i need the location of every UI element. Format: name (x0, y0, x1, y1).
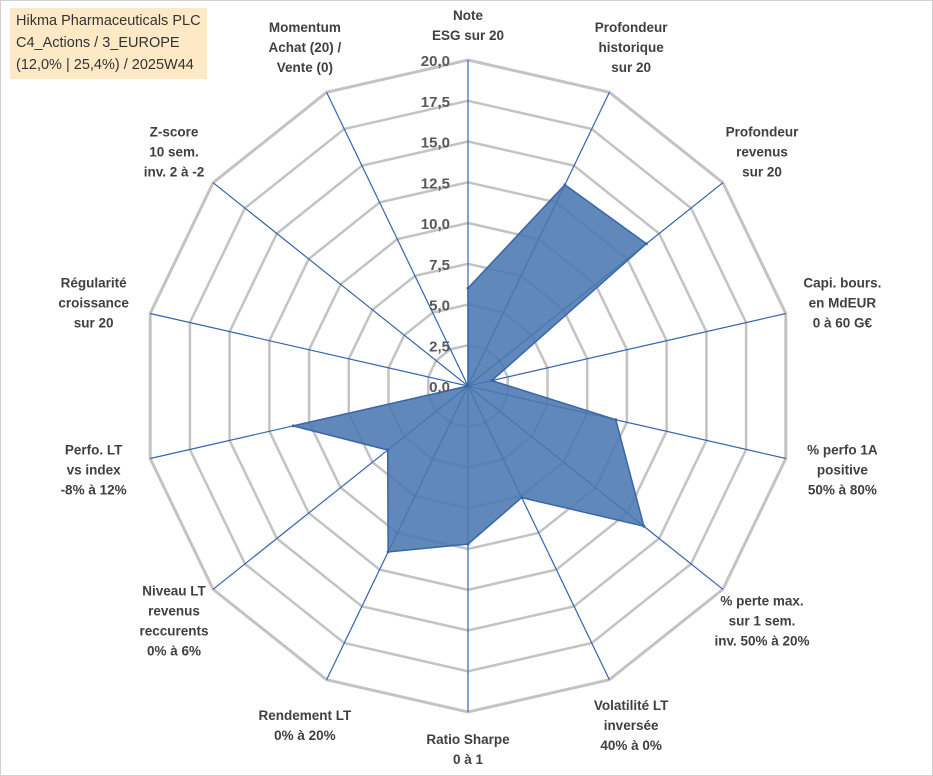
axis-spoke-3 (467, 312, 786, 387)
axis-label-11-line-2: sur 20 (74, 315, 114, 330)
axis-label-3-line-2: 0 à 60 G€ (813, 315, 873, 330)
data-point-6 (520, 496, 524, 500)
tick-label-8: 20,0 (421, 53, 450, 70)
info-title: Hikma Pharmaceuticals PLC (16, 13, 201, 29)
axis-label-6-line-1: inversée (604, 718, 659, 733)
axis-label-7-line-0: Ratio Sharpe (426, 732, 510, 747)
axis-label-5-line-2: inv. 50% à 20% (714, 633, 809, 648)
axis-label-11-line-0: Régularité (61, 275, 128, 290)
axis-label-4-line-2: 50% à 80% (808, 483, 877, 498)
axis-label-4: % perfo 1A positive 50% à 80% (807, 443, 878, 498)
data-point-7 (466, 542, 470, 546)
data-point-8 (386, 550, 390, 554)
axis-label-0: Note ESG sur 20 (432, 8, 504, 43)
axis-label-5: % perte max. sur 1 sem. inv. 50% à 20% (714, 593, 809, 648)
info-category: C4_Actions / 3_EUROPE (16, 35, 180, 51)
tick-label-7: 17,5 (421, 94, 450, 111)
axis-label-3-line-1: en MdEUR (809, 295, 877, 310)
axis-label-6-line-2: 40% à 0% (600, 738, 662, 753)
axis-label-13-line-1: Achat (20) / (269, 40, 342, 55)
data-point-5 (642, 524, 646, 528)
axis-label-2-line-0: Profondeur (726, 125, 799, 140)
axis-label-4-line-1: positive (817, 463, 869, 478)
axis-label-6-line-0: Volatilité LT (594, 698, 669, 713)
axis-label-0-line-1: ESG sur 20 (432, 28, 504, 43)
axis-label-13-line-0: Momentum (269, 20, 341, 35)
axis-label-1-line-2: sur 20 (611, 60, 651, 75)
axis-label-12-line-0: Z-score (150, 125, 199, 140)
axis-label-9-line-3: 0% à 6% (147, 643, 201, 658)
axis-label-8-line-0: Rendement LT (259, 708, 353, 723)
axis-label-10-line-2: -8% à 12% (61, 483, 127, 498)
axis-label-5-line-0: % perte max. (720, 593, 803, 608)
axis-label-9-line-0: Niveau LT (142, 583, 206, 598)
axis-label-6: Volatilité LT inversée 40% à 0% (594, 698, 669, 753)
axis-label-12-line-2: inv. 2 à -2 (144, 165, 205, 180)
axis-label-2-line-1: revenus (736, 145, 788, 160)
tick-label-4: 10,0 (421, 216, 450, 233)
axis-label-2: Profondeur revenus sur 20 (726, 125, 799, 180)
data-point-13 (466, 384, 470, 388)
data-point-4 (614, 418, 618, 422)
data-point-0 (466, 286, 470, 290)
axis-label-5-line-1: sur 1 sem. (729, 613, 796, 628)
axis-spoke-12 (212, 182, 469, 387)
tick-label-1: 2,5 (429, 338, 450, 355)
tick-label-0: 0,0 (429, 379, 450, 396)
data-series (291, 183, 648, 554)
axis-labels: Note ESG sur 20 Profondeur historique sur 20… (58, 8, 881, 767)
axis-label-1-line-0: Profondeur (595, 20, 668, 35)
axis-label-3: Capi. bours. en MdEUR 0 à 60 G€ (803, 275, 881, 330)
axis-label-10-line-0: Perfo. LT (65, 443, 123, 458)
axis-label-8-line-1: 0% à 20% (274, 728, 336, 743)
axis-label-1-line-1: historique (598, 40, 664, 55)
axis-label-11-line-1: croissance (58, 295, 129, 310)
axis-label-7-line-1: 0 à 1 (453, 752, 484, 767)
axis-label-9: Niveau LT revenus reccurents 0% à 6% (139, 583, 208, 658)
axis-label-2-line-2: sur 20 (742, 165, 782, 180)
series-area (293, 183, 648, 553)
axis-label-12: Z-score 10 sem. inv. 2 à -2 (144, 125, 205, 180)
axis-spoke-11 (150, 312, 469, 387)
axis-label-9-line-2: reccurents (139, 623, 208, 638)
data-point-2 (644, 242, 648, 246)
info-stats: (12,0% | 25,4%) / 2025W44 (16, 57, 194, 73)
axis-label-12-line-1: 10 sem. (149, 145, 199, 160)
axis-label-4-line-0: % perfo 1A (807, 443, 878, 458)
axis-label-7: Ratio Sharpe 0 à 1 (426, 732, 510, 767)
data-point-9 (386, 448, 390, 452)
axis-label-10-line-1: vs index (67, 463, 122, 478)
data-point-1 (563, 183, 567, 187)
axis-label-10: Perfo. LT vs index -8% à 12% (61, 443, 127, 498)
axis-spoke-13 (326, 92, 469, 387)
axis-label-3-line-0: Capi. bours. (803, 275, 881, 290)
tick-labels: 0,0 2,5 5,0 7,5 10,0 12,5 15,0 17,5 20,0 (421, 53, 450, 396)
axis-label-13: Momentum Achat (20) / Vente (0) (269, 20, 342, 75)
tick-label-2: 5,0 (429, 298, 450, 315)
axis-label-13-line-2: Vente (0) (277, 60, 333, 75)
tick-label-5: 12,5 (421, 175, 450, 192)
axis-label-1: Profondeur historique sur 20 (595, 20, 668, 75)
axis-label-11: Régularité croissance sur 20 (58, 275, 129, 330)
data-point-10 (291, 424, 295, 428)
axis-label-0-line-0: Note (453, 8, 483, 23)
data-point-3 (490, 379, 494, 383)
axis-label-9-line-1: revenus (148, 603, 200, 618)
axis-label-8: Rendement LT 0% à 20% (259, 708, 353, 743)
info-box: Hikma Pharmaceuticals PLC C4_Actions / 3… (10, 8, 207, 79)
tick-label-6: 15,0 (421, 135, 450, 152)
tick-label-3: 7,5 (429, 257, 450, 274)
